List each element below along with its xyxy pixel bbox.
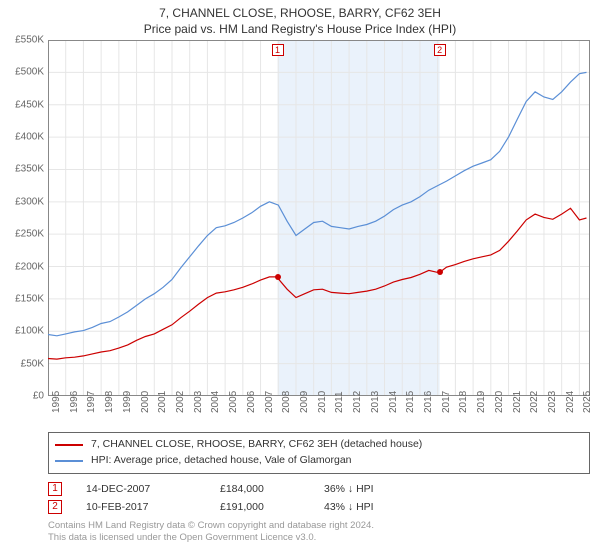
x-tick-label: 2005 <box>228 391 239 413</box>
legend-box: 7, CHANNEL CLOSE, RHOOSE, BARRY, CF62 3E… <box>48 432 590 474</box>
x-tick-label: 2011 <box>334 391 345 413</box>
sale-marker-dot <box>275 274 281 280</box>
y-tick-label: £350K <box>2 164 44 175</box>
x-tick-label: 2016 <box>423 391 434 413</box>
chart-area: £0£50K£100K£150K£200K£250K£300K£350K£400… <box>48 40 590 396</box>
y-tick-label: £100K <box>2 326 44 337</box>
x-tick-label: 2013 <box>370 391 381 413</box>
x-tick-label: 1998 <box>104 391 115 413</box>
x-tick-label: 2000 <box>140 391 151 413</box>
sale-marker-dot <box>437 269 443 275</box>
sale-price: £184,000 <box>220 483 300 495</box>
x-tick-label: 2019 <box>476 391 487 413</box>
x-tick-label: 2004 <box>210 391 221 413</box>
sale-date: 14-DEC-2007 <box>86 483 196 495</box>
x-tick-label: 2007 <box>264 391 275 413</box>
sale-index-box: 1 <box>48 482 62 496</box>
x-tick-label: 2001 <box>157 391 168 413</box>
legend-item: 7, CHANNEL CLOSE, RHOOSE, BARRY, CF62 3E… <box>55 437 583 453</box>
x-tick-label: 2024 <box>565 391 576 413</box>
legend-label: 7, CHANNEL CLOSE, RHOOSE, BARRY, CF62 3E… <box>91 437 422 453</box>
sale-marker-flag: 1 <box>272 44 284 56</box>
legend-label: HPI: Average price, detached house, Vale… <box>91 453 352 469</box>
sale-price: £191,000 <box>220 501 300 513</box>
sale-index-box: 2 <box>48 500 62 514</box>
footer-line-2: This data is licensed under the Open Gov… <box>48 532 590 544</box>
y-tick-label: £200K <box>2 261 44 272</box>
sale-marker-flag: 2 <box>434 44 446 56</box>
x-tick-label: 2010 <box>317 391 328 413</box>
y-tick-label: £450K <box>2 99 44 110</box>
x-tick-label: 2017 <box>441 391 452 413</box>
x-tick-label: 2021 <box>512 391 523 413</box>
x-tick-label: 2025 <box>582 391 593 413</box>
footer-line-1: Contains HM Land Registry data © Crown c… <box>48 520 590 532</box>
x-tick-label: 2006 <box>246 391 257 413</box>
sale-hpi-delta: 36% ↓ HPI <box>324 483 414 495</box>
y-tick-label: £150K <box>2 293 44 304</box>
y-tick-label: £250K <box>2 229 44 240</box>
x-tick-label: 1997 <box>86 391 97 413</box>
sale-row: 2 10-FEB-2017 £191,000 43% ↓ HPI <box>48 498 590 516</box>
legend-item: HPI: Average price, detached house, Vale… <box>55 453 583 469</box>
x-tick-label: 2022 <box>529 391 540 413</box>
y-tick-label: £300K <box>2 196 44 207</box>
legend-swatch <box>55 460 83 462</box>
x-tick-label: 1995 <box>51 391 62 413</box>
x-tick-label: 2008 <box>281 391 292 413</box>
x-tick-label: 1999 <box>122 391 133 413</box>
chart-title: 7, CHANNEL CLOSE, RHOOSE, BARRY, CF62 3E… <box>0 0 600 20</box>
footer-attribution: Contains HM Land Registry data © Crown c… <box>48 520 590 545</box>
x-tick-label: 2003 <box>193 391 204 413</box>
sales-table: 1 14-DEC-2007 £184,000 36% ↓ HPI 2 10-FEB-201… <box>48 480 590 516</box>
chart-svg <box>48 40 590 396</box>
y-tick-label: £500K <box>2 67 44 78</box>
y-tick-label: £550K <box>2 35 44 46</box>
y-tick-label: £50K <box>2 358 44 369</box>
x-tick-label: 2015 <box>405 391 416 413</box>
x-tick-label: 2009 <box>299 391 310 413</box>
sale-hpi-delta: 43% ↓ HPI <box>324 501 414 513</box>
sale-row: 1 14-DEC-2007 £184,000 36% ↓ HPI <box>48 480 590 498</box>
legend-swatch <box>55 444 83 446</box>
chart-subtitle: Price paid vs. HM Land Registry's House … <box>0 20 600 40</box>
x-tick-label: 2018 <box>458 391 469 413</box>
x-tick-label: 2012 <box>352 391 363 413</box>
x-tick-label: 2020 <box>494 391 505 413</box>
x-tick-label: 2002 <box>175 391 186 413</box>
y-tick-label: £400K <box>2 132 44 143</box>
y-tick-label: £0 <box>2 391 44 402</box>
x-tick-label: 2023 <box>547 391 558 413</box>
x-tick-label: 1996 <box>69 391 80 413</box>
sale-date: 10-FEB-2017 <box>86 501 196 513</box>
x-tick-label: 2014 <box>388 391 399 413</box>
